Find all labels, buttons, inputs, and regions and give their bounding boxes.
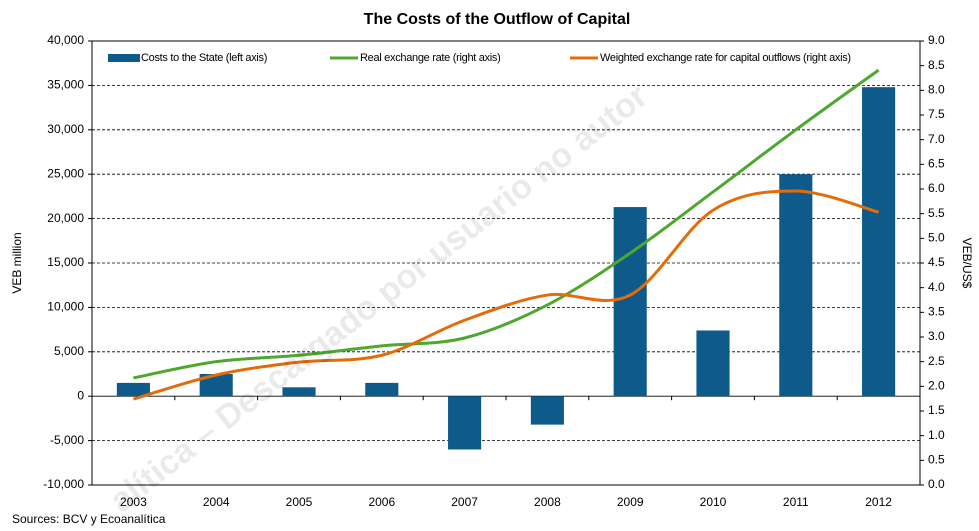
y2-tick-label: 0.5 bbox=[928, 453, 945, 467]
x-tick-label: 2007 bbox=[451, 495, 478, 509]
x-tick-label: 2009 bbox=[617, 495, 644, 509]
y-tick-label: -10,000 bbox=[43, 477, 84, 491]
y2-tick-label: 1.0 bbox=[928, 428, 945, 442]
x-tick-label: 2012 bbox=[865, 495, 892, 509]
y2-tick-label: 5.5 bbox=[928, 206, 945, 220]
y-tick-label: 35,000 bbox=[47, 78, 84, 92]
bar bbox=[613, 207, 647, 397]
y2-tick-label: 2.0 bbox=[928, 379, 945, 393]
y2-axis-label: VEB/US$ bbox=[960, 238, 974, 289]
bar bbox=[199, 374, 233, 397]
legend-swatch bbox=[108, 54, 140, 62]
line-series bbox=[133, 68, 880, 380]
y2-tick-label: 6.0 bbox=[928, 181, 945, 195]
legend-bg bbox=[100, 50, 918, 67]
source-note: Sources: BCV y Ecoanalítica bbox=[12, 512, 166, 526]
y-tick-label: 25,000 bbox=[47, 166, 84, 180]
bar bbox=[116, 382, 150, 397]
bar bbox=[530, 396, 564, 425]
y2-tick-label: 7.0 bbox=[928, 132, 945, 146]
y2-tick-label: 5.0 bbox=[928, 231, 945, 245]
y-tick-label: 15,000 bbox=[47, 255, 84, 269]
y2-tick-label: 0.0 bbox=[928, 477, 945, 491]
y-tick-label: 40,000 bbox=[47, 33, 84, 47]
y2-tick-label: 4.0 bbox=[928, 280, 945, 294]
y2-tick-label: 3.0 bbox=[928, 329, 945, 343]
legend-label: Costs to the State (left axis) bbox=[141, 52, 267, 64]
bar bbox=[282, 387, 316, 397]
x-tick-label: 2005 bbox=[286, 495, 313, 509]
y-tick-label: 0 bbox=[77, 388, 84, 402]
bar bbox=[696, 330, 730, 397]
chart-title: The Costs of the Outflow of Capital bbox=[364, 11, 631, 28]
y2-tick-label: 8.0 bbox=[928, 83, 945, 97]
watermark: alítica – Descargado por usuario no auto… bbox=[103, 77, 655, 520]
x-tick-label: 2010 bbox=[700, 495, 727, 509]
plot-frame bbox=[91, 40, 921, 486]
y2-tick-label: 1.5 bbox=[928, 403, 945, 417]
y-tick-label: 10,000 bbox=[47, 300, 84, 314]
x-tick-label: 2003 bbox=[120, 495, 147, 509]
bar bbox=[448, 396, 482, 450]
y2-tick-label: 2.5 bbox=[928, 354, 945, 368]
x-tick-label: 2006 bbox=[368, 495, 395, 509]
bar bbox=[365, 382, 399, 397]
x-tick-label: 2004 bbox=[203, 495, 230, 509]
y2-tick-label: 4.5 bbox=[928, 255, 945, 269]
y-tick-label: 5,000 bbox=[54, 344, 84, 358]
bar bbox=[779, 174, 813, 397]
line-series bbox=[132, 189, 879, 401]
y2-tick-label: 9.0 bbox=[928, 33, 945, 47]
legend-label: Weighted exchange rate for capital outfl… bbox=[600, 52, 851, 64]
y2-tick-label: 6.5 bbox=[928, 157, 945, 171]
y2-tick-label: 7.5 bbox=[928, 107, 945, 121]
legend-label: Real exchange rate (right axis) bbox=[360, 52, 501, 64]
x-tick-label: 2011 bbox=[783, 495, 809, 509]
y-axis-label: VEB million bbox=[10, 232, 24, 293]
y-tick-label: 20,000 bbox=[47, 211, 84, 225]
bar bbox=[862, 87, 896, 397]
y-tick-label: -5,000 bbox=[50, 433, 84, 447]
y2-tick-label: 8.5 bbox=[928, 58, 945, 72]
x-tick-label: 2008 bbox=[534, 495, 561, 509]
y-tick-label: 30,000 bbox=[47, 122, 84, 136]
y2-tick-label: 3.5 bbox=[928, 305, 945, 319]
